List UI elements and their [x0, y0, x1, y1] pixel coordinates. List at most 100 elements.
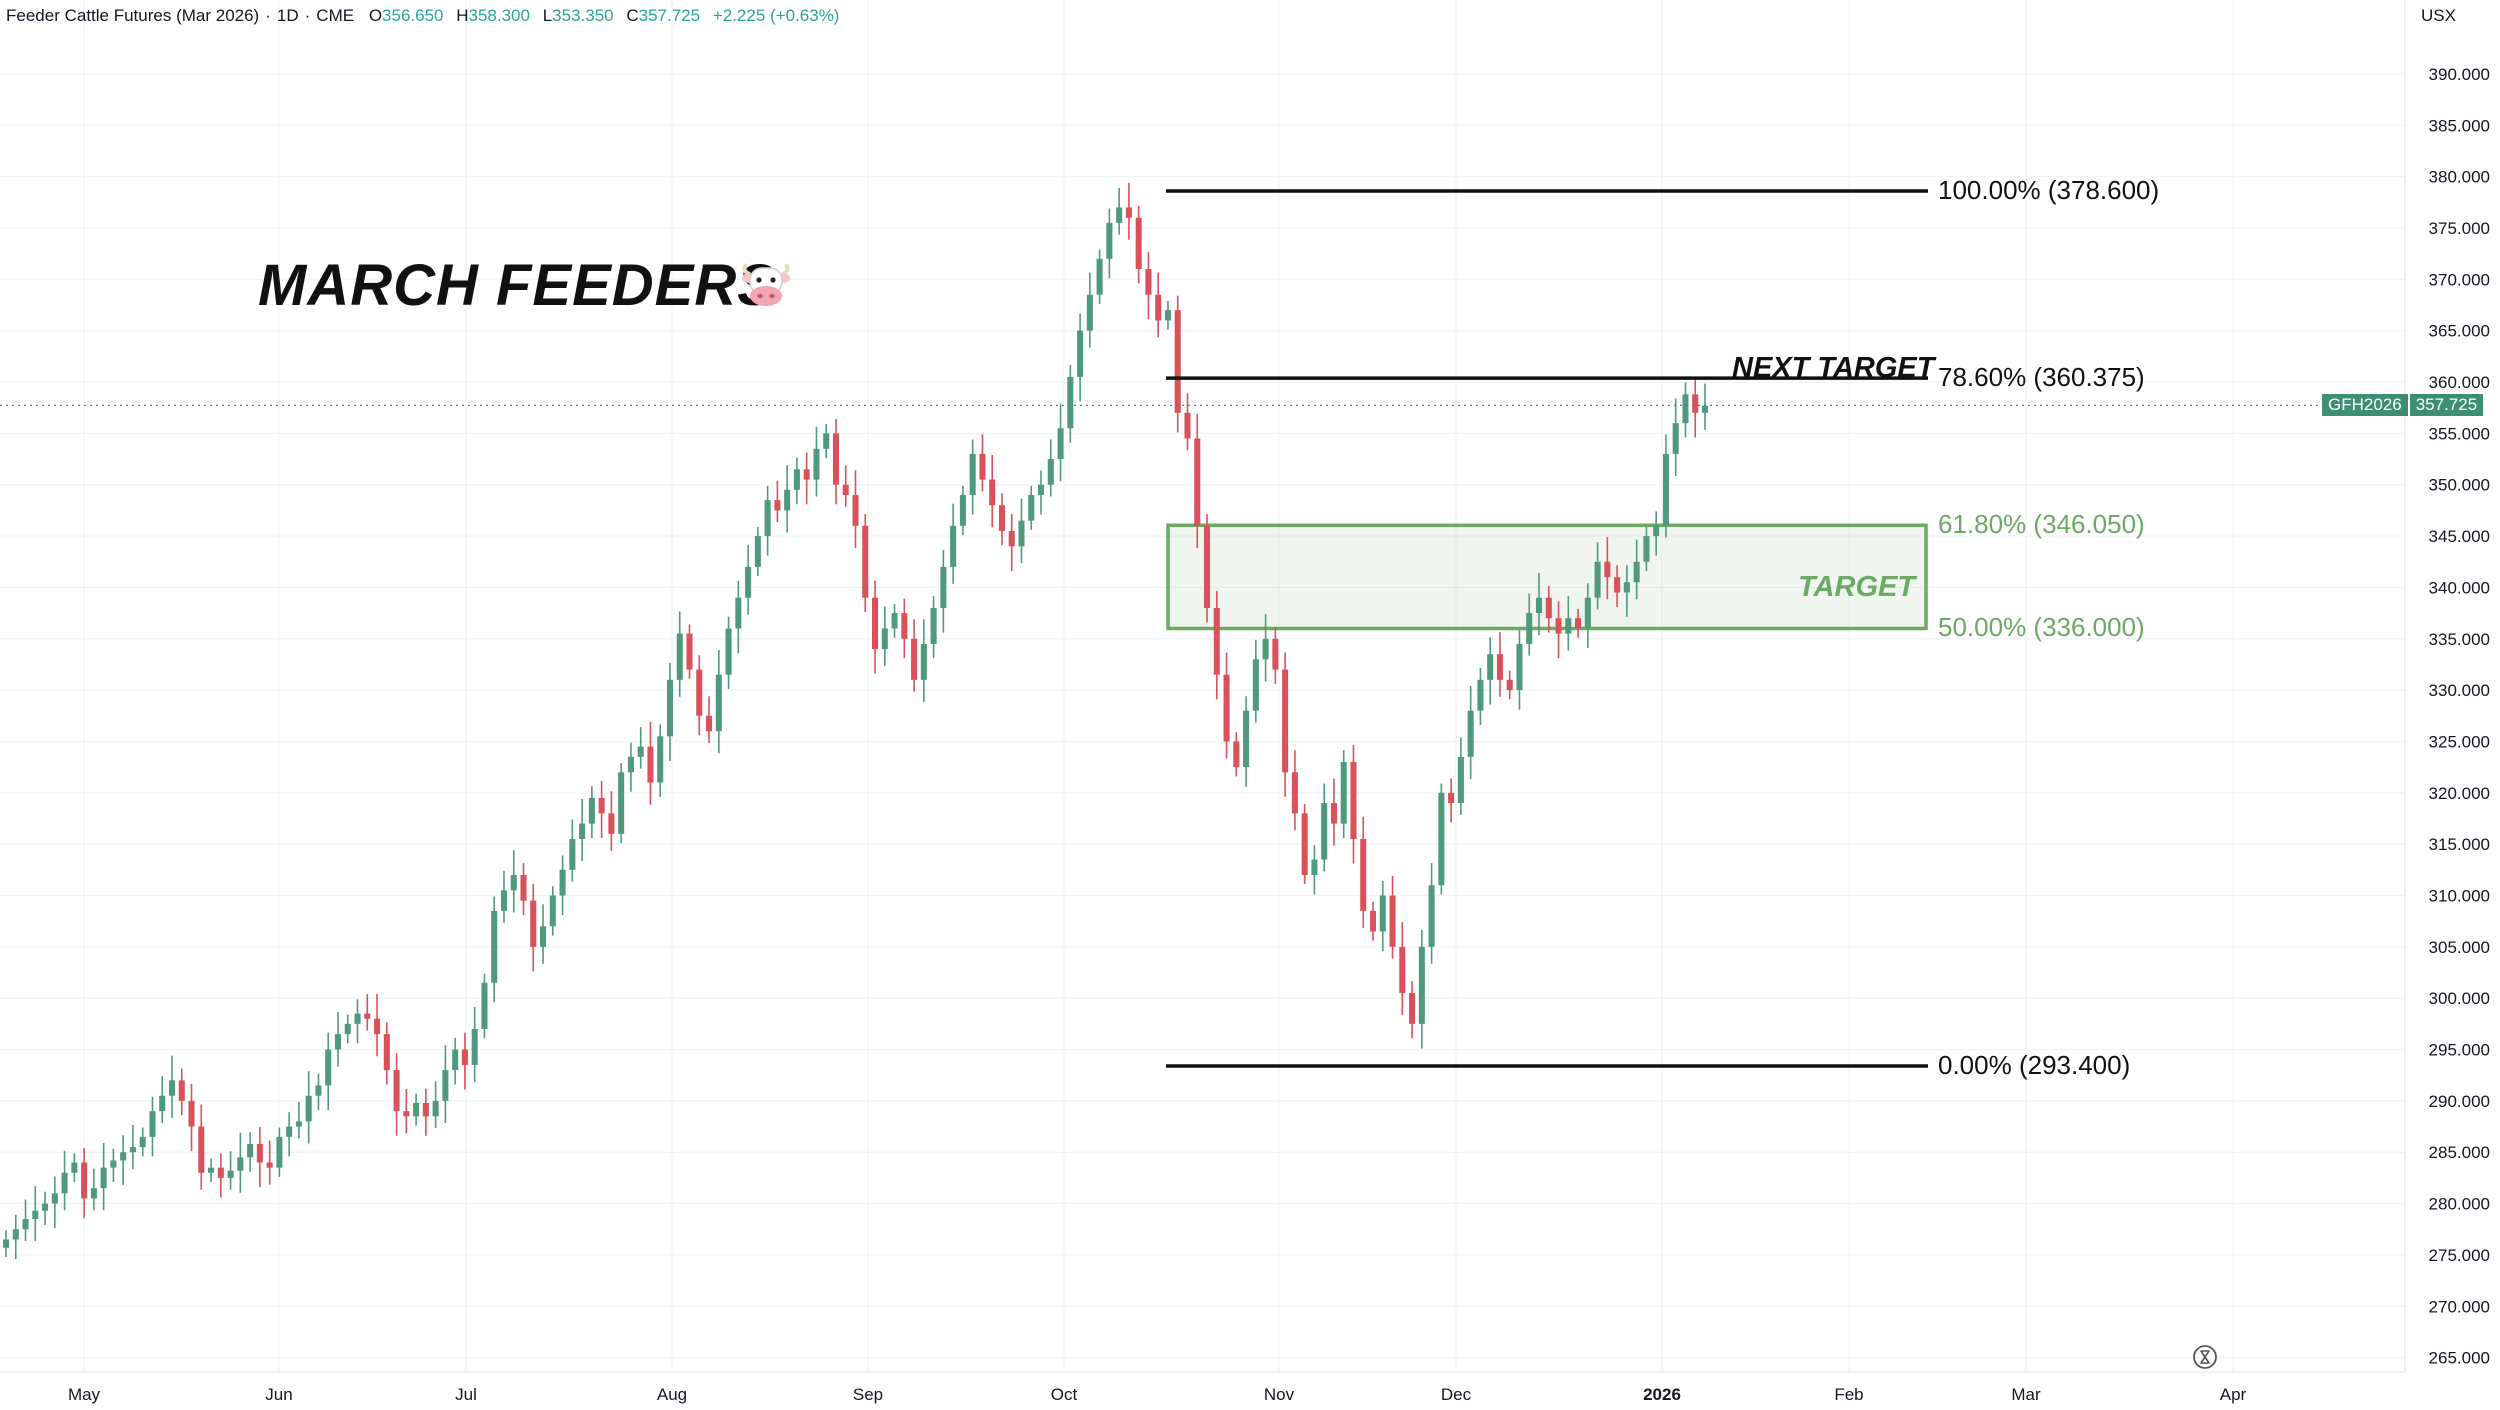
candle	[305, 1071, 312, 1144]
candle	[364, 994, 371, 1031]
candle	[344, 1014, 351, 1044]
candle	[998, 493, 1005, 546]
candle	[1086, 272, 1093, 348]
y-tick-label: 345.000	[2429, 527, 2490, 546]
y-tick-label: 275.000	[2429, 1246, 2490, 1265]
grid-lines	[0, 0, 2405, 1372]
candle	[1477, 668, 1484, 726]
y-tick-label: 265.000	[2429, 1349, 2490, 1368]
candle	[588, 786, 595, 838]
candle	[1155, 272, 1162, 338]
candle	[1360, 816, 1367, 928]
close-value: 357.725	[638, 6, 701, 25]
candle	[813, 426, 820, 497]
y-tick-label: 315.000	[2429, 835, 2490, 854]
price-axis[interactable]: 390.000 385.000 380.000 375.000 370.000 365.0…	[2404, 0, 2490, 1372]
candle	[247, 1132, 254, 1172]
y-tick-label: 310.000	[2429, 886, 2490, 905]
price-candles	[2, 182, 1709, 1260]
candle	[334, 1012, 342, 1067]
candle	[842, 465, 849, 507]
candle	[1194, 413, 1201, 548]
y-tick-label: 330.000	[2429, 681, 2490, 700]
candle	[178, 1068, 185, 1116]
fib-label-50: 50.00% (336.000)	[1938, 612, 2145, 643]
x-tick-label: Feb	[1834, 1385, 1863, 1404]
x-tick-label: Jun	[265, 1385, 292, 1404]
fib-label-0: 0.00% (293.400)	[1938, 1049, 2131, 1080]
candle	[666, 662, 674, 761]
candle	[901, 598, 908, 659]
candle	[1682, 382, 1689, 438]
candle	[1662, 434, 1669, 538]
candle	[1291, 750, 1298, 831]
candle	[803, 452, 810, 505]
candle	[12, 1214, 19, 1260]
candle	[1369, 901, 1377, 941]
candle	[295, 1101, 302, 1139]
candle	[1028, 485, 1035, 530]
x-tick-label: Mar	[2011, 1385, 2041, 1404]
y-tick-label: 270.000	[2429, 1297, 2490, 1316]
candle	[989, 454, 996, 528]
candle	[520, 863, 527, 916]
x-tick-label: Oct	[1051, 1385, 1078, 1404]
candle	[432, 1081, 439, 1129]
candle	[1272, 626, 1279, 684]
candle	[500, 870, 508, 923]
candle	[1653, 511, 1660, 556]
candle	[686, 624, 693, 679]
y-tick-label: 350.000	[2429, 476, 2490, 495]
candle	[1067, 365, 1074, 443]
candle	[315, 1073, 322, 1111]
candle	[1037, 470, 1045, 515]
candle	[1311, 845, 1318, 895]
hourglass-reset-icon[interactable]	[2192, 1344, 2218, 1370]
candle	[1623, 565, 1630, 618]
candle	[1389, 875, 1396, 959]
candle	[891, 603, 898, 638]
candle	[979, 434, 986, 492]
candle	[276, 1127, 283, 1177]
y-tick-label: 340.000	[2429, 578, 2490, 597]
candle	[1535, 573, 1543, 636]
candle	[627, 742, 634, 792]
candle	[1555, 601, 1562, 659]
symbol-legend[interactable]: Feeder Cattle Futures (Mar 2026) · 1D · CME …	[6, 6, 839, 26]
candle	[1233, 732, 1240, 777]
high-label: H	[456, 6, 469, 25]
candle	[198, 1104, 205, 1190]
candle	[735, 580, 742, 654]
x-tick-label: Apr	[2220, 1385, 2247, 1404]
candle	[540, 904, 547, 964]
candle	[930, 596, 937, 659]
candle	[1174, 295, 1181, 433]
candle	[920, 619, 927, 702]
candle	[608, 791, 615, 851]
candle	[51, 1176, 58, 1229]
candle	[774, 480, 781, 523]
candle	[1614, 565, 1621, 607]
symbol-exchange: CME	[316, 6, 355, 25]
time-axis[interactable]: May Jun Jul Aug Sep Oct Nov Dec 2026 Feb Mar Apr	[0, 1371, 2405, 1404]
candle	[676, 611, 683, 697]
candle	[1496, 632, 1503, 697]
candle	[422, 1088, 429, 1136]
candle	[374, 994, 381, 1057]
change-value: +2.225 (+0.63%)	[712, 6, 840, 25]
y-tick-label: 335.000	[2429, 630, 2490, 649]
candle	[647, 721, 654, 805]
currency-label[interactable]: USX	[2421, 6, 2456, 25]
candle	[725, 616, 732, 690]
candle	[823, 424, 830, 459]
candle	[598, 780, 605, 838]
candle	[618, 763, 625, 844]
y-tick-label: 370.000	[2429, 270, 2490, 289]
candle	[1516, 629, 1523, 710]
cow-face-icon	[742, 263, 790, 306]
candle	[1457, 737, 1464, 815]
candle	[1340, 750, 1347, 838]
candle	[959, 485, 966, 536]
